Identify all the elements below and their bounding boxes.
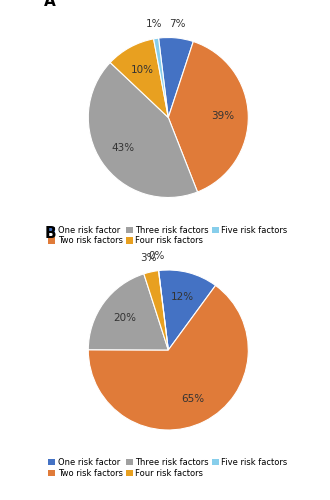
Wedge shape: [110, 39, 168, 117]
Wedge shape: [88, 274, 168, 350]
Text: B: B: [44, 226, 56, 241]
Wedge shape: [168, 42, 248, 192]
Text: 65%: 65%: [181, 394, 204, 404]
Wedge shape: [88, 286, 248, 430]
Wedge shape: [158, 270, 168, 350]
Text: 20%: 20%: [113, 313, 136, 323]
Text: 0%: 0%: [148, 252, 165, 262]
Legend: One risk factor, Two risk factors, Three risk factors, Four risk factors, Five r: One risk factor, Two risk factors, Three…: [49, 226, 287, 246]
Text: 3%: 3%: [140, 253, 156, 263]
Legend: One risk factor, Two risk factors, Three risk factors, Four risk factors, Five r: One risk factor, Two risk factors, Three…: [49, 458, 287, 478]
Wedge shape: [158, 270, 215, 350]
Text: 12%: 12%: [171, 292, 194, 302]
Wedge shape: [144, 270, 168, 350]
Wedge shape: [153, 38, 168, 117]
Text: 1%: 1%: [146, 19, 162, 29]
Text: 39%: 39%: [211, 111, 234, 121]
Wedge shape: [88, 62, 197, 198]
Text: 10%: 10%: [131, 64, 154, 74]
Text: A: A: [44, 0, 56, 8]
Text: 43%: 43%: [112, 143, 135, 153]
Text: 7%: 7%: [169, 18, 186, 28]
Wedge shape: [158, 38, 193, 117]
